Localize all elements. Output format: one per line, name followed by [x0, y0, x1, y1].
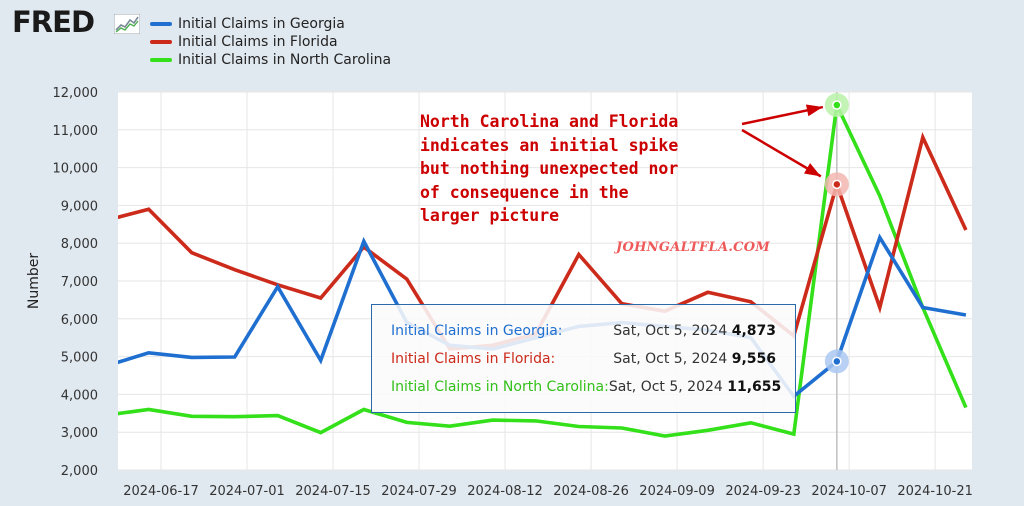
- x-tick-label: 2024-07-15: [295, 484, 371, 499]
- annotation-line: North Carolina and Florida: [420, 112, 679, 131]
- tooltip-date: Sat, Oct 5, 2024: [613, 351, 728, 367]
- y-tick-label: 6,000: [61, 313, 98, 328]
- y-tick-label: 4,000: [61, 388, 98, 403]
- x-tick-labels: 2024-06-17 2024-07-01 2024-07-15 2024-07-29…: [123, 484, 973, 499]
- series-line-north-carolina: [118, 98, 968, 438]
- highlight-point-north-carolina: [832, 100, 842, 110]
- legend-label: Initial Claims in North Carolina: [178, 52, 392, 68]
- tooltip-number: 11,655: [727, 379, 782, 395]
- tooltip-date: Sat, Oct 5, 2024: [613, 323, 728, 339]
- y-tick-label: 7,000: [61, 275, 98, 290]
- tooltip-label: Initial Claims in Georgia:: [391, 323, 563, 339]
- legend-item-georgia[interactable]: Initial Claims in Georgia: [150, 15, 391, 33]
- annotation-line: of consequence in the: [420, 182, 629, 202]
- y-tick-label: 12,000: [53, 86, 99, 101]
- legend-label: Initial Claims in Florida: [178, 34, 338, 50]
- legend-swatch-north-carolina: [150, 58, 172, 62]
- arrow-to-north-carolina-head: [805, 104, 823, 117]
- y-tick-label: 11,000: [53, 124, 99, 139]
- x-tick-label: 2024-08-26: [553, 484, 629, 499]
- y-tick-label: 9,000: [61, 199, 98, 214]
- annotation-arrows: [741, 104, 824, 178]
- tooltip-number: 4,873: [731, 323, 776, 339]
- legend-swatch-florida: [150, 40, 172, 44]
- watermark: JOHNGALTFLA.COM: [616, 240, 771, 255]
- highlight-markers: [824, 93, 849, 374]
- annotation-line: indicates an initial spike: [420, 135, 679, 155]
- x-tick-label: 2024-07-29: [381, 484, 457, 499]
- x-tick-label: 2024-10-21: [897, 484, 973, 499]
- tooltip-row-north-carolina: Initial Claims in North Carolina: Sat, O…: [391, 379, 781, 399]
- tooltip-date: Sat, Oct 5, 2024: [608, 379, 723, 395]
- x-tick-label: 2024-10-07: [811, 484, 887, 499]
- annotation-text: North Carolina and Florida indicates an i…: [420, 110, 678, 228]
- y-tick-label: 3,000: [61, 426, 98, 441]
- y-tick-label: 8,000: [61, 237, 98, 252]
- annotation-line: but nothing unexpected nor: [420, 159, 679, 178]
- legend-item-north-carolina[interactable]: Initial Claims in North Carolina: [150, 51, 391, 69]
- fred-logo[interactable]: FRED: [12, 5, 95, 39]
- tooltip-number: 9,556: [731, 351, 776, 367]
- y-tick-label: 5,000: [61, 351, 98, 366]
- legend-swatch-georgia: [150, 22, 172, 26]
- hover-tooltip: Initial Claims in Georgia: Sat, Oct 5, 2…: [371, 304, 796, 413]
- highlight-point-florida: [832, 179, 842, 190]
- highlight-point-georgia: [832, 356, 842, 367]
- legend-label: Initial Claims in Georgia: [178, 16, 345, 32]
- x-tick-label: 2024-09-23: [725, 484, 801, 499]
- y-axis-label: Number: [26, 253, 42, 309]
- y-tick-labels: 2,000 3,000 4,000 5,000 6,000 7,000 8,000 9,000…: [53, 86, 99, 479]
- tooltip-row-florida: Initial Claims in Florida: Sat, Oct 5, 2…: [391, 351, 776, 371]
- chart-legend: Initial Claims in Georgia Initial Claims…: [150, 15, 391, 69]
- tooltip-value: Sat, Oct 5, 2024 11,655: [609, 379, 781, 399]
- x-tick-label: 2024-06-17: [123, 484, 199, 499]
- arrow-to-florida-head: [804, 163, 821, 177]
- tooltip-row-georgia: Initial Claims in Georgia: Sat, Oct 5, 2…: [391, 323, 776, 343]
- tooltip-label: Initial Claims in Florida:: [391, 351, 556, 367]
- y-tick-label: 10,000: [53, 162, 99, 177]
- x-tick-label: 2024-08-12: [467, 484, 543, 499]
- tooltip-label: Initial Claims in North Carolina:: [391, 379, 609, 395]
- annotation-line: larger picture: [420, 206, 560, 225]
- legend-item-florida[interactable]: Initial Claims in Florida: [150, 33, 391, 51]
- x-tick-label: 2024-09-09: [639, 484, 715, 499]
- grid-lines: [118, 91, 972, 471]
- tooltip-value: Sat, Oct 5, 2024 4,873: [613, 323, 776, 343]
- x-tick-label: 2024-07-01: [209, 484, 285, 499]
- y-tick-label: 2,000: [61, 464, 98, 479]
- fred-chart-logo-icon: [114, 14, 140, 34]
- tooltip-value: Sat, Oct 5, 2024 9,556: [613, 351, 776, 371]
